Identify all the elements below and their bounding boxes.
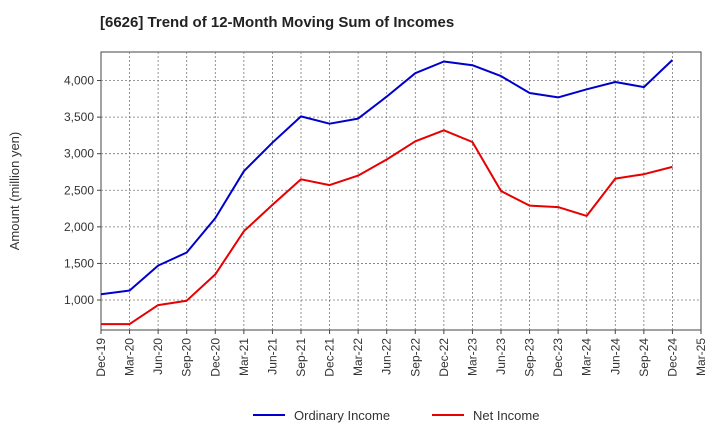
x-tick-label: Dec-20 [208,338,222,377]
x-tick-label: Mar-21 [237,338,251,376]
y-axis-title: Amount (million yen) [7,132,22,251]
series-layer [100,59,674,326]
x-tick-label: Dec-21 [323,338,337,377]
series-line-ordinary-income [100,59,674,296]
axis-layer: Dec-19 Mar-20 Jun-20 Sep-20 Dec-20 Mar-21 Jun-… [64,74,708,377]
x-tick-label: Sep-21 [294,338,308,377]
x-tick-label: Mar-20 [123,338,137,376]
x-tick-label: Dec-23 [551,338,565,377]
x-tick-label: Dec-19 [94,338,108,377]
x-tick-label: Dec-22 [437,338,451,377]
legend: Ordinary Income Net Income [253,408,539,423]
x-tick-label: Mar-22 [351,338,365,376]
x-tick-label: Dec-24 [665,338,679,377]
x-tick-label: Sep-23 [523,338,537,377]
legend-label: Ordinary Income [294,408,390,423]
y-tick-label: 3,500 [64,110,94,124]
x-tick-label: Mar-25 [694,338,708,376]
chart-title: [6626] Trend of 12-Month Moving Sum of I… [100,14,455,31]
plot-frame [100,51,702,331]
y-tick-label: 1,000 [64,293,94,307]
y-tick-label: 4,000 [64,74,94,88]
x-tick-label: Jun-20 [151,338,165,375]
x-tick-label: Jun-24 [608,338,622,375]
y-tick-label: 2,000 [64,220,94,234]
x-tick-label: Jun-23 [494,338,508,375]
x-tick-label: Jun-22 [380,338,394,375]
y-tick-label: 3,000 [64,147,94,161]
legend-label: Net Income [473,408,539,423]
y-tick-label: 2,500 [64,183,94,197]
grid-layer [100,51,702,331]
x-tick-label: Jun-21 [265,338,279,375]
x-tick-label: Sep-20 [180,338,194,377]
x-tick-label: Sep-24 [637,338,651,377]
series-line-net-income [101,129,673,326]
x-tick-label: Mar-24 [580,338,594,376]
x-tick-label: Sep-22 [408,338,422,377]
y-tick-label: 1,500 [64,256,94,270]
x-tick-label: Mar-23 [465,338,479,376]
